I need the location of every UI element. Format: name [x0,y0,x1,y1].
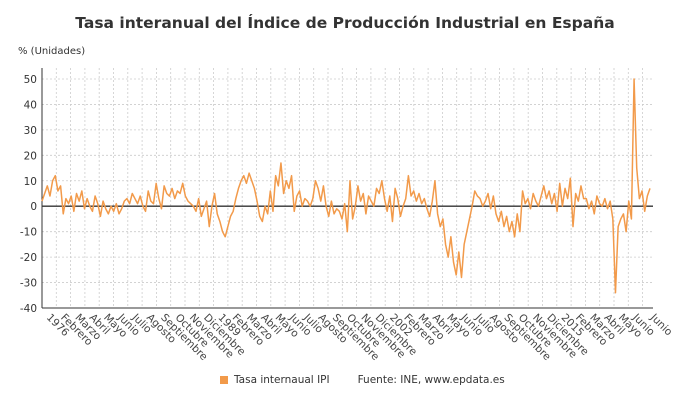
y-tick-label: -40 [20,303,37,315]
y-tick-label: -20 [20,252,37,264]
y-tick-label: 0 [30,201,37,213]
legend: Tasa internaual IPI Fuente: INE, www.epd… [220,374,505,386]
y-tick-label: -30 [20,278,37,290]
y-tick-label: 10 [24,176,37,188]
series-line-ipi [41,78,651,294]
chart-title: Tasa interanual del Índice de Producción… [75,14,615,32]
legend-label: Tasa internaual IPI [234,374,330,386]
y-tick-label: -10 [20,227,37,239]
source-text: Fuente: INE, www.epdata.es [357,374,505,386]
y-axis-label: % (Unidades) [18,46,86,57]
legend-swatch [220,376,228,384]
y-tick-label: 30 [24,125,37,137]
y-tick-label: 40 [24,99,37,111]
y-tick-label: 20 [24,150,37,162]
y-tick-label: 50 [24,74,37,86]
